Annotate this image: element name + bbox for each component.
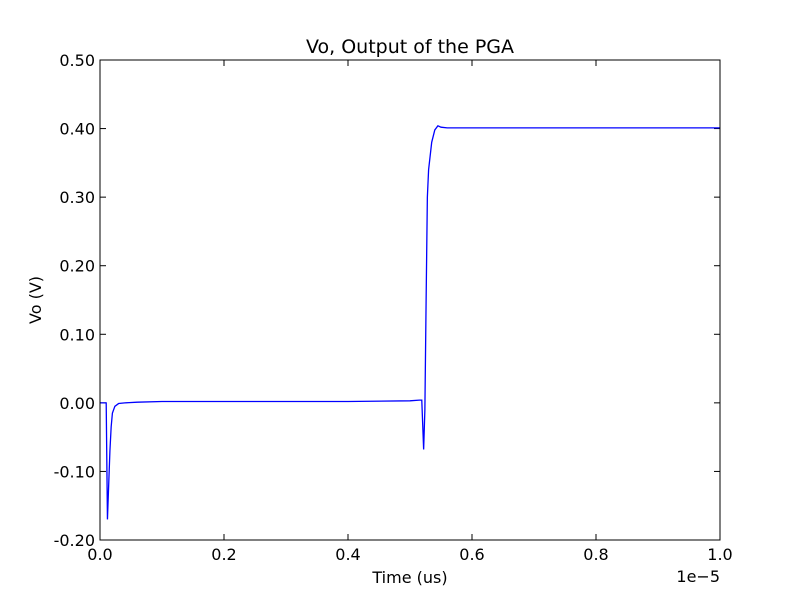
y-tick-label: 0.20 <box>59 257 95 276</box>
tick-labels: 0.0 0.2 0.4 0.6 0.8 1.0 -0.20 -0.10 0.00 0.10 0.20… <box>54 51 733 564</box>
y-tick-label: 0.50 <box>59 51 95 70</box>
x-offset-label: 1e−5 <box>676 567 720 586</box>
y-tick-label: 0.30 <box>59 188 95 207</box>
y-tick-label: 0.00 <box>59 394 95 413</box>
x-tick-label: 0.2 <box>211 545 236 564</box>
plot-background <box>100 60 720 540</box>
x-tick-label: 0.4 <box>335 545 360 564</box>
x-tick-label: 0.8 <box>583 545 608 564</box>
y-tick-label: -0.10 <box>54 462 95 481</box>
y-axis-label: Vo (V) <box>26 276 45 324</box>
series-line <box>100 125 720 520</box>
x-tick-label: 0.6 <box>459 545 484 564</box>
y-tick-label: 0.40 <box>59 120 95 139</box>
plot-frame <box>99 59 721 541</box>
y-tick-label: 0.10 <box>59 325 95 344</box>
chart-title: Vo, Output of the PGA <box>306 36 514 58</box>
y-tick-label: -0.20 <box>54 531 95 550</box>
x-tick-label: 1.0 <box>707 545 732 564</box>
x-axis-label: Time (us) <box>371 568 447 587</box>
x-tick-label: 0.0 <box>87 545 112 564</box>
